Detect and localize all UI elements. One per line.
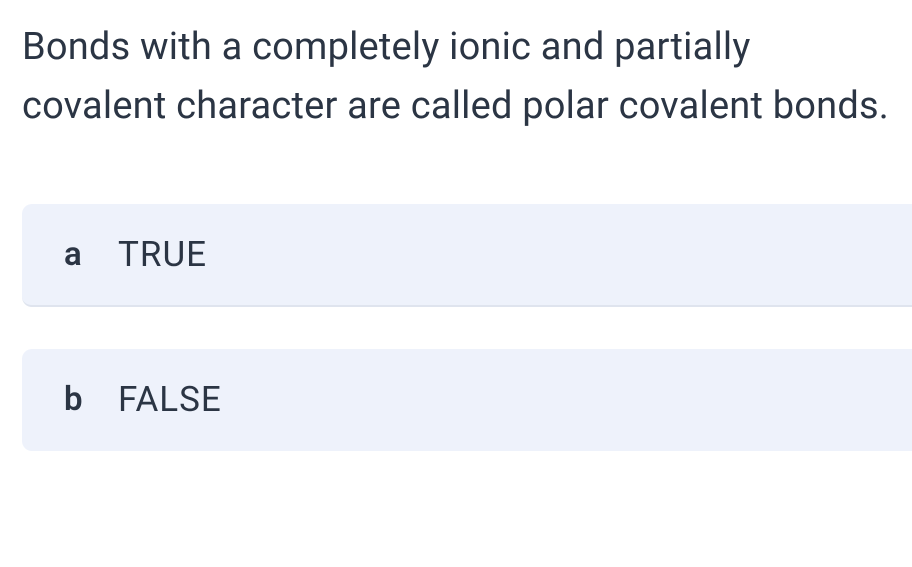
option-label: FALSE: [118, 379, 222, 420]
quiz-container: Bonds with a completely ionic and partia…: [0, 0, 912, 451]
question-text: Bonds with a completely ionic and partia…: [22, 18, 912, 136]
option-letter: b: [64, 380, 118, 419]
option-b[interactable]: b FALSE: [22, 349, 912, 451]
option-label: TRUE: [118, 234, 207, 275]
option-letter: a: [64, 235, 118, 274]
options-list: a TRUE b FALSE: [22, 204, 912, 451]
option-a[interactable]: a TRUE: [22, 204, 912, 307]
